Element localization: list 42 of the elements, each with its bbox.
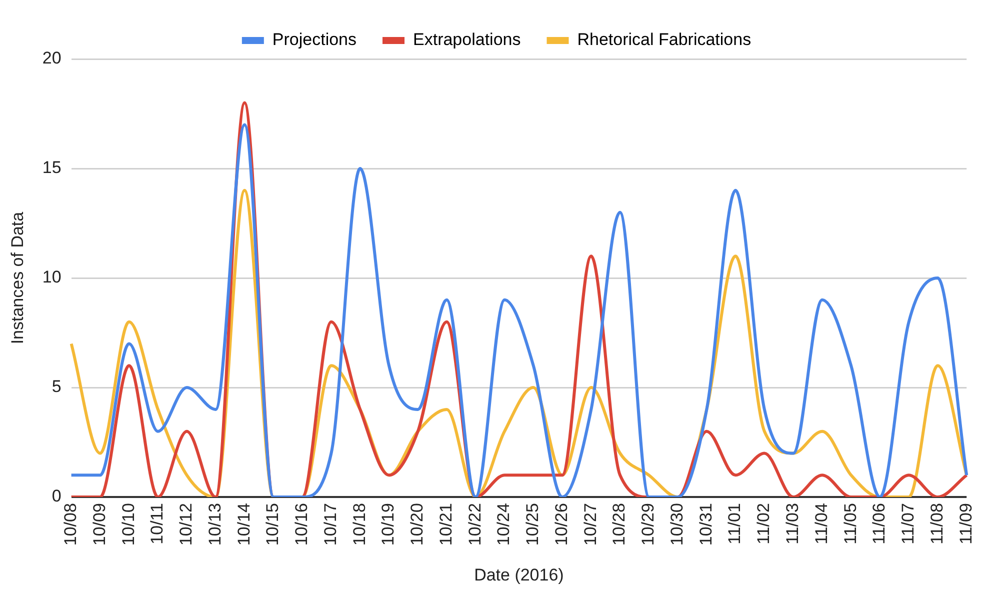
y-tick-label: 15	[42, 158, 62, 178]
y-tick-label: 5	[52, 377, 62, 396]
x-tick-label: 11/01	[725, 503, 744, 544]
x-tick-label: 11/06	[870, 503, 889, 544]
x-tick-label: 10/17	[320, 503, 340, 546]
x-tick-label: 10/19	[378, 503, 398, 546]
x-tick-label: 11/05	[840, 503, 860, 544]
x-tick-label: 11/08	[927, 503, 946, 544]
x-tick-label: 10/20	[408, 503, 427, 546]
x-tick-label: 10/29	[638, 503, 658, 546]
legend-label: Extrapolations	[413, 30, 521, 50]
x-tick-label: 10/24	[494, 503, 514, 546]
x-tick-label: 10/31	[696, 503, 716, 546]
x-tick-label: 10/28	[610, 503, 629, 546]
x-tick-label: 11/04	[812, 503, 831, 544]
x-tick-label: 10/21	[436, 503, 456, 546]
x-tick-label: 10/14	[234, 503, 254, 546]
y-tick-label: 20	[42, 48, 62, 68]
x-tick-label: 10/08	[60, 503, 80, 546]
x-tick-label: 10/10	[118, 503, 138, 546]
x-tick-label: 11/09	[956, 503, 976, 544]
x-tick-label: 10/16	[292, 503, 312, 546]
x-axis-title: Date (2016)	[474, 565, 564, 584]
x-tick-label: 10/30	[667, 503, 686, 546]
x-tick-label: 11/02	[754, 503, 774, 544]
x-tick-label: 10/13	[205, 503, 224, 546]
legend-label: Projections	[272, 30, 357, 50]
x-tick-label: 10/26	[552, 503, 571, 546]
y-axis-title: Instances of Data	[8, 211, 27, 344]
x-tick-label: 10/11	[148, 503, 167, 544]
x-tick-label: 10/12	[176, 503, 196, 546]
x-tick-label: 10/25	[523, 503, 542, 546]
x-tick-label: 10/27	[580, 503, 600, 546]
x-tick-label: 10/09	[90, 503, 109, 546]
x-tick-label: 10/22	[465, 503, 484, 546]
x-tick-label: 10/15	[263, 503, 282, 546]
x-tick-label: 11/03	[783, 503, 802, 544]
x-tick-label: 11/07	[898, 503, 918, 544]
y-tick-label: 0	[52, 486, 62, 506]
x-tick-label: 10/18	[350, 503, 369, 546]
legend-label: Rhetorical Fabrications	[577, 30, 752, 50]
y-tick-label: 10	[42, 268, 62, 287]
